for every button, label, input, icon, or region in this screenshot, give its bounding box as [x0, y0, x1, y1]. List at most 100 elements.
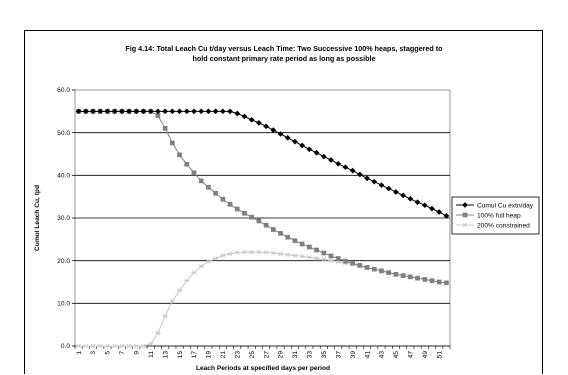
series-1-point: [320, 153, 327, 160]
y-tick-label: 40.0: [57, 173, 70, 180]
series-1-point: [227, 108, 234, 115]
x-tick-label: 31: [292, 351, 299, 359]
series-2-point: [285, 234, 291, 240]
series-1-point: [75, 108, 82, 115]
series-1-line: [78, 110, 447, 217]
series-2-point: [256, 218, 262, 224]
series-1-point: [147, 108, 154, 115]
series-2-point: [335, 256, 341, 261]
series-1-point: [364, 175, 371, 182]
chart-frame: Fig 4.14: Total Leach Cu t/day versus Le…: [24, 30, 543, 374]
series-1-point: [111, 108, 118, 115]
series-3-point: [220, 253, 226, 258]
series-2-point: [292, 238, 298, 243]
series-1-point: [205, 108, 212, 115]
series-1-point: [392, 189, 399, 195]
series-1-point: [133, 108, 140, 115]
x-tick-label: 15: [177, 351, 184, 359]
x-tick-label: 7: [119, 351, 126, 355]
y-axis-title: Cumul Leach Cu, tpd: [34, 185, 41, 251]
series-1-point: [421, 202, 428, 209]
x-tick-label: 47: [408, 351, 415, 359]
series-2-point: [400, 273, 406, 278]
series-1-point: [162, 108, 169, 115]
series-2-point: [328, 253, 334, 259]
series-1-point: [429, 205, 435, 212]
series-1-point: [191, 108, 197, 115]
grid-layer: [75, 132, 450, 304]
series-1-point: [82, 108, 89, 115]
chart-title-line-2: hold constant primary rate period as lon…: [193, 54, 376, 63]
series-layer: [75, 108, 450, 349]
series-1-point: [400, 192, 407, 199]
series-2-point: [177, 152, 182, 158]
series-3-point: [299, 254, 305, 259]
series-3-point: [104, 343, 111, 349]
series-1-point: [248, 116, 255, 123]
series-2-point: [170, 140, 175, 146]
series-3-point: [162, 313, 168, 319]
y-tick-label: 60.0: [57, 87, 70, 94]
series-1-point: [306, 146, 313, 153]
y-tick-layer: 0.0 10.0 20.0 30.0 40.0 50.0 60.0: [57, 87, 75, 350]
series-2-point: [314, 247, 319, 253]
series-2-point: [371, 266, 377, 272]
x-tick-label: 37: [335, 351, 342, 359]
series-3-point: [90, 343, 96, 349]
series-3-point: [227, 251, 233, 257]
x-tick-label: 45: [393, 351, 400, 359]
series-2-point: [263, 222, 269, 228]
series-2-point: [299, 241, 305, 247]
x-tick-layer: 1 3 5 7 9 11 13 15 17 19 21 23 25 27 29 31 33 35 37 39 41 43 4…: [74, 345, 451, 359]
x-tick-label: 51: [436, 351, 443, 359]
series-3-point: [256, 249, 262, 255]
series-1-point: [291, 138, 298, 145]
series-1-point: [342, 164, 349, 171]
series-1-point: [255, 119, 262, 126]
series-1-point: [263, 123, 270, 130]
series-3-point: [140, 343, 147, 349]
series-3-point: [155, 330, 161, 336]
series-1-point: [104, 108, 111, 115]
series-2-point: [444, 280, 449, 286]
series-1-point: [169, 108, 176, 115]
series-1-point: [212, 108, 219, 115]
y-tick-label: 30.0: [57, 215, 70, 222]
series-3-point: [277, 251, 284, 257]
x-tick-label: 33: [307, 351, 314, 359]
series-3-point: [191, 270, 197, 275]
series-3-point: [133, 343, 139, 349]
x-tick-label: 9: [133, 351, 140, 355]
series-2-point: [364, 265, 370, 270]
x-tick-label: 35: [321, 351, 328, 359]
x-tick-label: 49: [422, 351, 429, 359]
series-3-point: [270, 250, 276, 256]
series-2-point: [357, 263, 363, 268]
series-3-point: [321, 257, 327, 262]
series-1-point: [234, 110, 241, 117]
series-3-point: [169, 298, 175, 304]
series-1-point: [154, 108, 161, 115]
series-1-point: [140, 108, 147, 115]
series-1-point: [436, 209, 443, 215]
x-tick-label: 5: [105, 351, 112, 355]
series-1-point: [270, 127, 277, 134]
x-axis-title: Leach Periods at specified days per peri…: [196, 365, 330, 372]
series-3-point: [241, 249, 248, 255]
series-2-point: [343, 258, 348, 264]
series-1-point: [176, 108, 183, 115]
legend-label-1: Cumul Cu extn/day: [477, 202, 534, 209]
legend-label-3: 200% constrained: [477, 222, 530, 229]
series-2-point: [429, 278, 435, 284]
x-tick-label: 25: [249, 351, 256, 359]
series-1-point: [335, 160, 342, 167]
series-2-point: [278, 231, 283, 236]
series-1-point: [198, 108, 205, 115]
series-2-point: [234, 206, 240, 212]
legend: Cumul Cu extn/day 100% full heap 200% cons…: [451, 196, 540, 235]
series-1-point: [277, 130, 284, 137]
series-2-point: [249, 214, 255, 220]
y-tick-label: 20.0: [57, 258, 70, 265]
series-2-point: [379, 268, 384, 274]
series-1-point: [90, 108, 96, 115]
